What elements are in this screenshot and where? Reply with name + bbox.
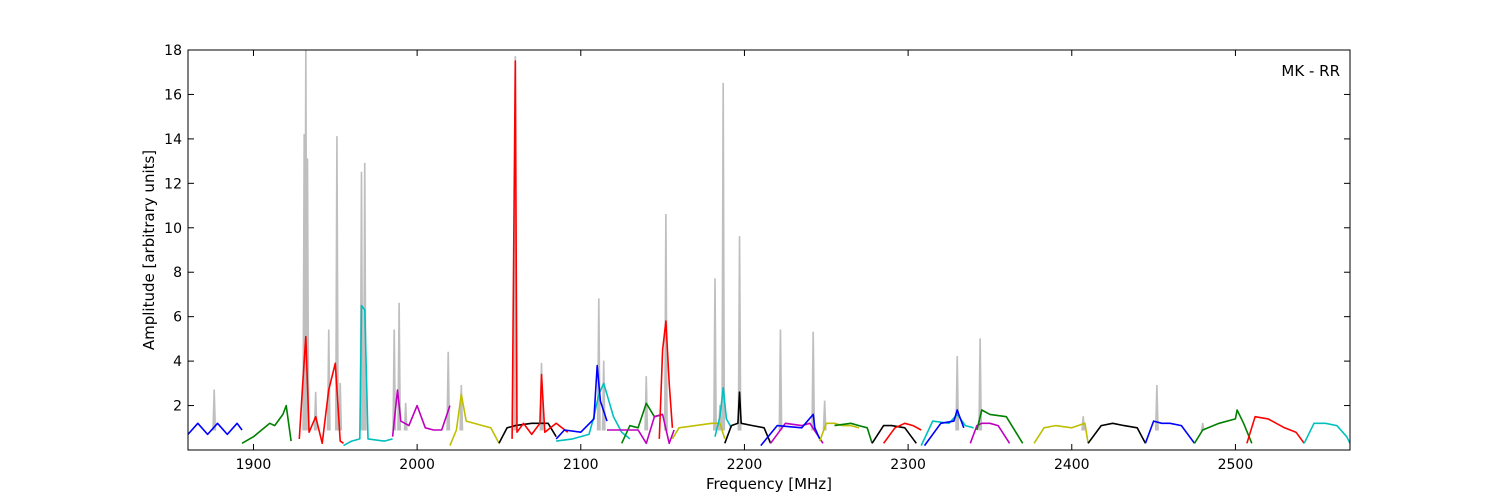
background-spike-6 <box>334 136 339 431</box>
x-tick-label-2000: 2000 <box>399 457 435 473</box>
background-spike-31 <box>1154 385 1159 431</box>
x-tick-label-2200: 2200 <box>727 457 763 473</box>
y-tick-label-14: 14 <box>164 132 182 148</box>
series-line-30 <box>1246 415 1305 444</box>
series-line-2 <box>298 335 344 445</box>
series-line-22 <box>920 413 974 446</box>
x-tick-label-2300: 2300 <box>890 457 926 473</box>
background-spike-5 <box>326 329 331 431</box>
series-line-9 <box>555 364 608 440</box>
y-tick-label-4: 4 <box>173 354 182 370</box>
chart-annotation: MK - RR <box>1281 62 1340 80</box>
series-line-21 <box>882 422 922 444</box>
y-axis-ticks: 2 4 6 8 10 12 14 16 18 <box>164 43 1350 415</box>
plot-area <box>188 50 1350 450</box>
series-line-0 <box>187 422 243 436</box>
background-spike-27 <box>822 400 827 431</box>
series-layer <box>187 60 1351 447</box>
plot-frame <box>187 49 1351 451</box>
y-tick-label-16: 16 <box>164 87 182 103</box>
series-line-31 <box>1303 422 1351 444</box>
series-line-11 <box>607 413 675 445</box>
x-axis-label: Frequency [MHz] <box>706 475 832 493</box>
series-line-13 <box>671 422 726 440</box>
series-line-14 <box>714 386 733 437</box>
y-tick-label-10: 10 <box>164 221 182 237</box>
y-tick-label-2: 2 <box>173 399 182 415</box>
background-spike-10 <box>392 329 397 431</box>
x-tick-label-2100: 2100 <box>563 457 599 473</box>
background-spike-21 <box>713 278 717 431</box>
series-line-23 <box>923 409 965 447</box>
series-line-27 <box>1087 422 1147 444</box>
background-spike-0 <box>212 389 217 431</box>
x-tick-label-1900: 1900 <box>236 457 272 473</box>
background-spike-24 <box>737 236 742 431</box>
series-line-25 <box>976 409 1024 444</box>
series-line-15 <box>724 391 772 444</box>
y-tick-label-18: 18 <box>164 43 182 59</box>
series-line-26 <box>1033 422 1089 444</box>
series-line-4 <box>391 389 451 437</box>
y-tick-label-12: 12 <box>164 176 182 192</box>
series-line-20 <box>871 424 917 444</box>
series-line-12 <box>658 320 674 439</box>
x-axis-ticks: 1900 2000 2100 2200 2300 2400 2500 <box>236 50 1254 473</box>
y-tick-label-6: 6 <box>173 310 182 326</box>
background-spike-29 <box>978 338 983 431</box>
series-line-7 <box>511 60 569 439</box>
x-tick-label-2400: 2400 <box>1054 457 1090 473</box>
series-line-17 <box>760 413 821 447</box>
series-line-8 <box>556 382 631 442</box>
series-line-3 <box>343 304 393 447</box>
series-line-5 <box>449 393 500 446</box>
background-spike-23 <box>721 82 726 431</box>
y-tick-label-8: 8 <box>173 265 182 281</box>
series-line-1 <box>241 404 292 444</box>
series-line-19 <box>834 422 873 444</box>
series-line-16 <box>769 422 824 444</box>
y-axis-label: Amplitude [arbitrary units] <box>140 150 158 350</box>
x-tick-label-2500: 2500 <box>1218 457 1254 473</box>
series-line-29 <box>1193 409 1253 444</box>
series-line-28 <box>1144 420 1196 444</box>
series-line-24 <box>969 422 1011 444</box>
